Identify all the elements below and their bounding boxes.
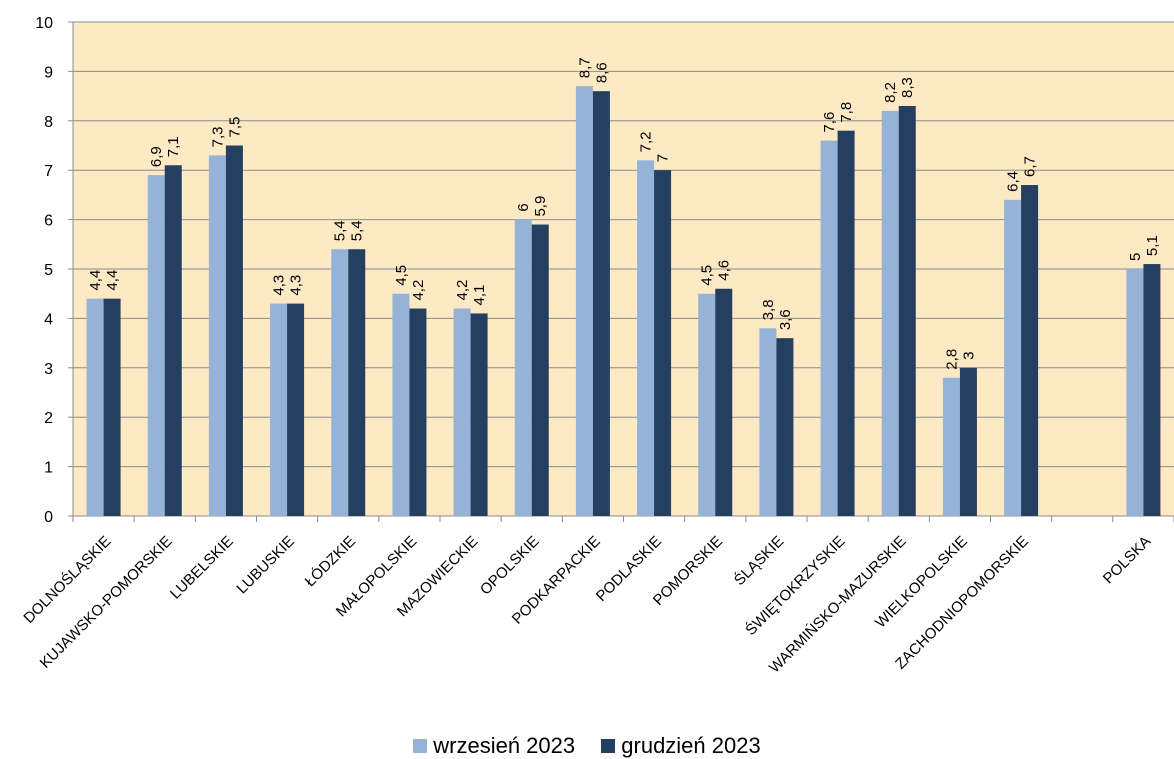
y-tick-label: 4 bbox=[44, 311, 53, 328]
y-tick-label: 7 bbox=[44, 163, 53, 180]
bar bbox=[514, 219, 532, 516]
bar bbox=[837, 130, 855, 516]
bar bbox=[348, 249, 366, 517]
bar bbox=[147, 175, 165, 516]
bar bbox=[1143, 264, 1161, 516]
legend-label-1: wrzesień 2023 bbox=[433, 733, 576, 758]
bar bbox=[592, 91, 610, 516]
x-tick-label: ŚLĄSKIE bbox=[730, 532, 787, 589]
data-label: 5,4 bbox=[349, 220, 366, 241]
bar bbox=[942, 377, 960, 516]
bar bbox=[698, 293, 716, 516]
x-tick-label: OPOLSKIE bbox=[477, 533, 543, 599]
data-label: 4,3 bbox=[271, 275, 288, 296]
data-label: 4,4 bbox=[104, 270, 121, 291]
bar bbox=[208, 155, 226, 516]
data-label: 5,4 bbox=[332, 220, 349, 241]
data-label: 2,8 bbox=[943, 349, 960, 370]
bar bbox=[959, 367, 977, 516]
bar bbox=[287, 303, 305, 516]
x-tick-label: ZACHODNIOPOMORSKIE bbox=[892, 533, 1032, 673]
data-label: 3,6 bbox=[777, 309, 794, 330]
x-tick-label: LUBELSKIE bbox=[167, 533, 237, 603]
data-label: 4,2 bbox=[454, 280, 471, 301]
data-label: 5 bbox=[1127, 253, 1144, 261]
x-tick-label: ŁÓDZKIE bbox=[302, 533, 359, 590]
data-label: 4,2 bbox=[410, 280, 427, 301]
bar bbox=[1004, 199, 1022, 516]
data-label: 7,6 bbox=[821, 112, 838, 133]
legend: wrzesień 2023 grudzień 2023 bbox=[0, 733, 1174, 759]
bar bbox=[103, 298, 121, 516]
data-label: 5,1 bbox=[1144, 235, 1161, 256]
data-label: 6,7 bbox=[1022, 156, 1039, 177]
y-tick-label: 1 bbox=[44, 460, 53, 477]
legend-swatch-2 bbox=[601, 739, 616, 753]
bar bbox=[881, 110, 899, 517]
data-label: 8,7 bbox=[576, 57, 593, 78]
y-tick-label: 6 bbox=[44, 213, 53, 230]
y-tick-label: 8 bbox=[44, 114, 53, 131]
bar bbox=[86, 298, 104, 516]
data-label: 6,4 bbox=[1005, 171, 1022, 192]
data-label: 6,9 bbox=[148, 146, 165, 167]
y-tick-label: 9 bbox=[44, 64, 53, 81]
bar bbox=[453, 308, 471, 516]
bar bbox=[225, 145, 243, 516]
legend-swatch-1 bbox=[413, 739, 428, 753]
bar bbox=[820, 140, 838, 516]
data-label: 8,6 bbox=[593, 62, 610, 83]
data-label: 7,1 bbox=[165, 136, 182, 157]
data-label: 4,5 bbox=[699, 265, 716, 286]
data-label: 3 bbox=[960, 351, 977, 359]
data-label: 4,6 bbox=[716, 260, 733, 281]
y-tick-label: 0 bbox=[44, 509, 53, 526]
x-tick-label: ŚWIĘTOKRZYSKIE bbox=[742, 532, 849, 639]
data-label: 7,8 bbox=[838, 102, 855, 123]
bar bbox=[470, 313, 488, 516]
y-tick-label: 10 bbox=[35, 15, 53, 32]
legend-item-2: grudzień 2023 bbox=[601, 733, 761, 759]
bar bbox=[1021, 185, 1039, 516]
data-label: 8,3 bbox=[899, 77, 916, 98]
x-tick-label: KUJAWSKO-POMORSKIE bbox=[37, 533, 176, 672]
bar bbox=[776, 338, 794, 516]
data-label: 7,3 bbox=[209, 127, 226, 148]
bar bbox=[164, 165, 182, 516]
bar bbox=[531, 224, 549, 517]
bar bbox=[898, 105, 916, 516]
x-tick-label: POLSKA bbox=[1100, 533, 1154, 587]
data-label: 4,3 bbox=[288, 275, 305, 296]
data-label: 8,2 bbox=[882, 82, 899, 103]
x-tick-label: LUBUSKIE bbox=[233, 533, 297, 597]
bar bbox=[637, 160, 655, 516]
bar bbox=[392, 293, 410, 516]
bar bbox=[331, 249, 349, 517]
y-tick-label: 3 bbox=[44, 361, 53, 378]
y-tick-label: 5 bbox=[44, 262, 53, 279]
bar bbox=[654, 170, 672, 516]
bar bbox=[270, 303, 288, 516]
data-label: 6 bbox=[515, 203, 532, 211]
data-label: 4,4 bbox=[87, 270, 104, 291]
bar bbox=[1126, 269, 1144, 516]
data-label: 3,8 bbox=[760, 299, 777, 320]
bar bbox=[715, 288, 733, 516]
bar bbox=[409, 308, 427, 516]
y-tick-label: 2 bbox=[44, 410, 53, 427]
data-label: 7 bbox=[655, 154, 672, 162]
bar bbox=[575, 86, 593, 516]
legend-label-2: grudzień 2023 bbox=[621, 733, 761, 758]
bar bbox=[759, 328, 777, 516]
legend-item-1: wrzesień 2023 bbox=[413, 733, 575, 759]
data-label: 7,2 bbox=[638, 131, 655, 152]
data-label: 4,5 bbox=[393, 265, 410, 286]
data-label: 4,1 bbox=[471, 285, 488, 306]
data-label: 7,5 bbox=[226, 117, 243, 138]
data-label: 5,9 bbox=[532, 196, 549, 217]
